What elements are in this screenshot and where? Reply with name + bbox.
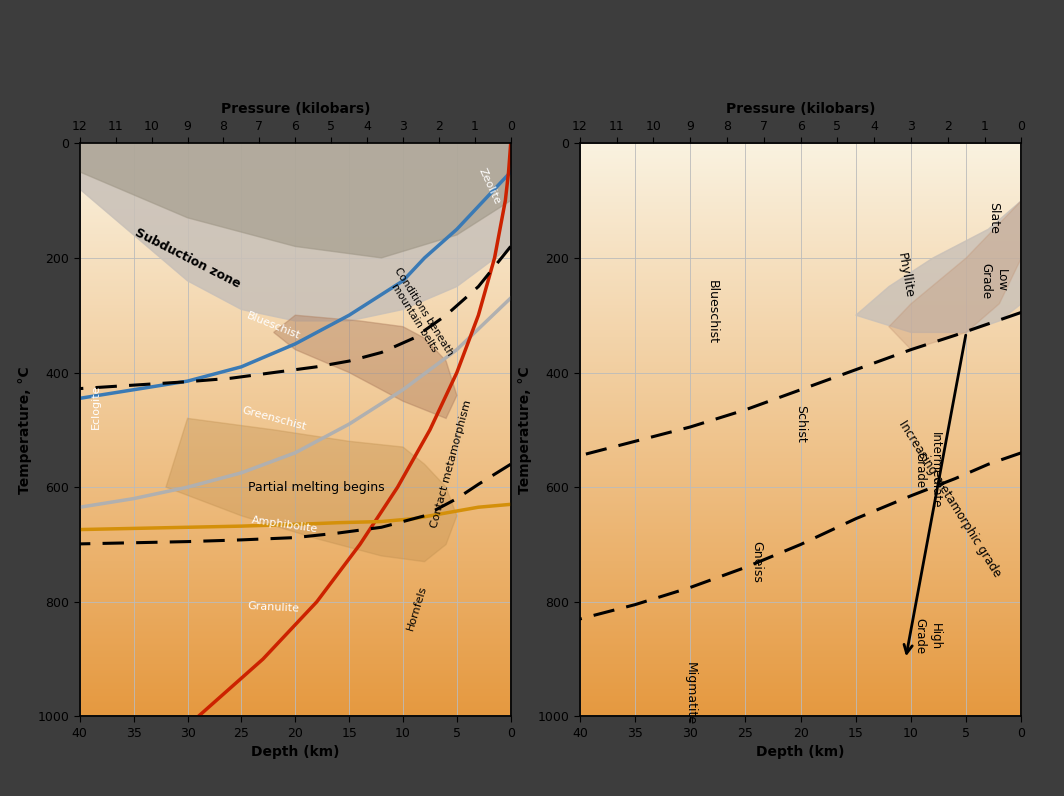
- Polygon shape: [80, 143, 511, 258]
- Text: Gneiss: Gneiss: [750, 540, 763, 583]
- Text: Blueschist: Blueschist: [705, 280, 719, 345]
- Text: Blueschist: Blueschist: [246, 310, 302, 341]
- Polygon shape: [80, 143, 511, 321]
- X-axis label: Pressure (kilobars): Pressure (kilobars): [220, 102, 370, 116]
- Text: Intermediate
Grade: Intermediate Grade: [914, 431, 942, 508]
- Text: Amphibolite: Amphibolite: [251, 515, 318, 534]
- Text: Granulite: Granulite: [248, 601, 300, 614]
- X-axis label: Depth (km): Depth (km): [757, 745, 845, 759]
- X-axis label: Depth (km): Depth (km): [251, 745, 339, 759]
- Text: Subduction zone: Subduction zone: [133, 225, 243, 291]
- Text: Greenschist: Greenschist: [240, 405, 306, 431]
- Y-axis label: Temperature, °C: Temperature, °C: [18, 366, 32, 494]
- Polygon shape: [273, 315, 456, 419]
- Text: Hornfels: Hornfels: [405, 584, 429, 631]
- Y-axis label: Temperature, °C: Temperature, °C: [518, 366, 532, 494]
- Text: Partial melting begins: Partial melting begins: [249, 481, 385, 494]
- Text: Migmatite: Migmatite: [684, 662, 697, 725]
- Polygon shape: [855, 143, 1021, 333]
- X-axis label: Pressure (kilobars): Pressure (kilobars): [726, 102, 876, 116]
- Polygon shape: [888, 201, 1021, 349]
- Text: High
Grade: High Grade: [914, 618, 942, 654]
- Text: Increasing metamorphic grade: Increasing metamorphic grade: [896, 418, 1003, 579]
- Text: Eclogite: Eclogite: [90, 384, 101, 429]
- Polygon shape: [166, 419, 456, 562]
- Text: Schist: Schist: [794, 405, 808, 443]
- Text: Slate: Slate: [987, 202, 1000, 234]
- Text: Zeolite: Zeolite: [477, 166, 502, 206]
- Text: Low
Grade: Low Grade: [980, 263, 1008, 298]
- Text: Contact metamorphism: Contact metamorphism: [430, 399, 473, 529]
- Text: Phyllite: Phyllite: [895, 252, 916, 298]
- Text: Conditions beneath
mountain belts: Conditions beneath mountain belts: [383, 266, 455, 365]
